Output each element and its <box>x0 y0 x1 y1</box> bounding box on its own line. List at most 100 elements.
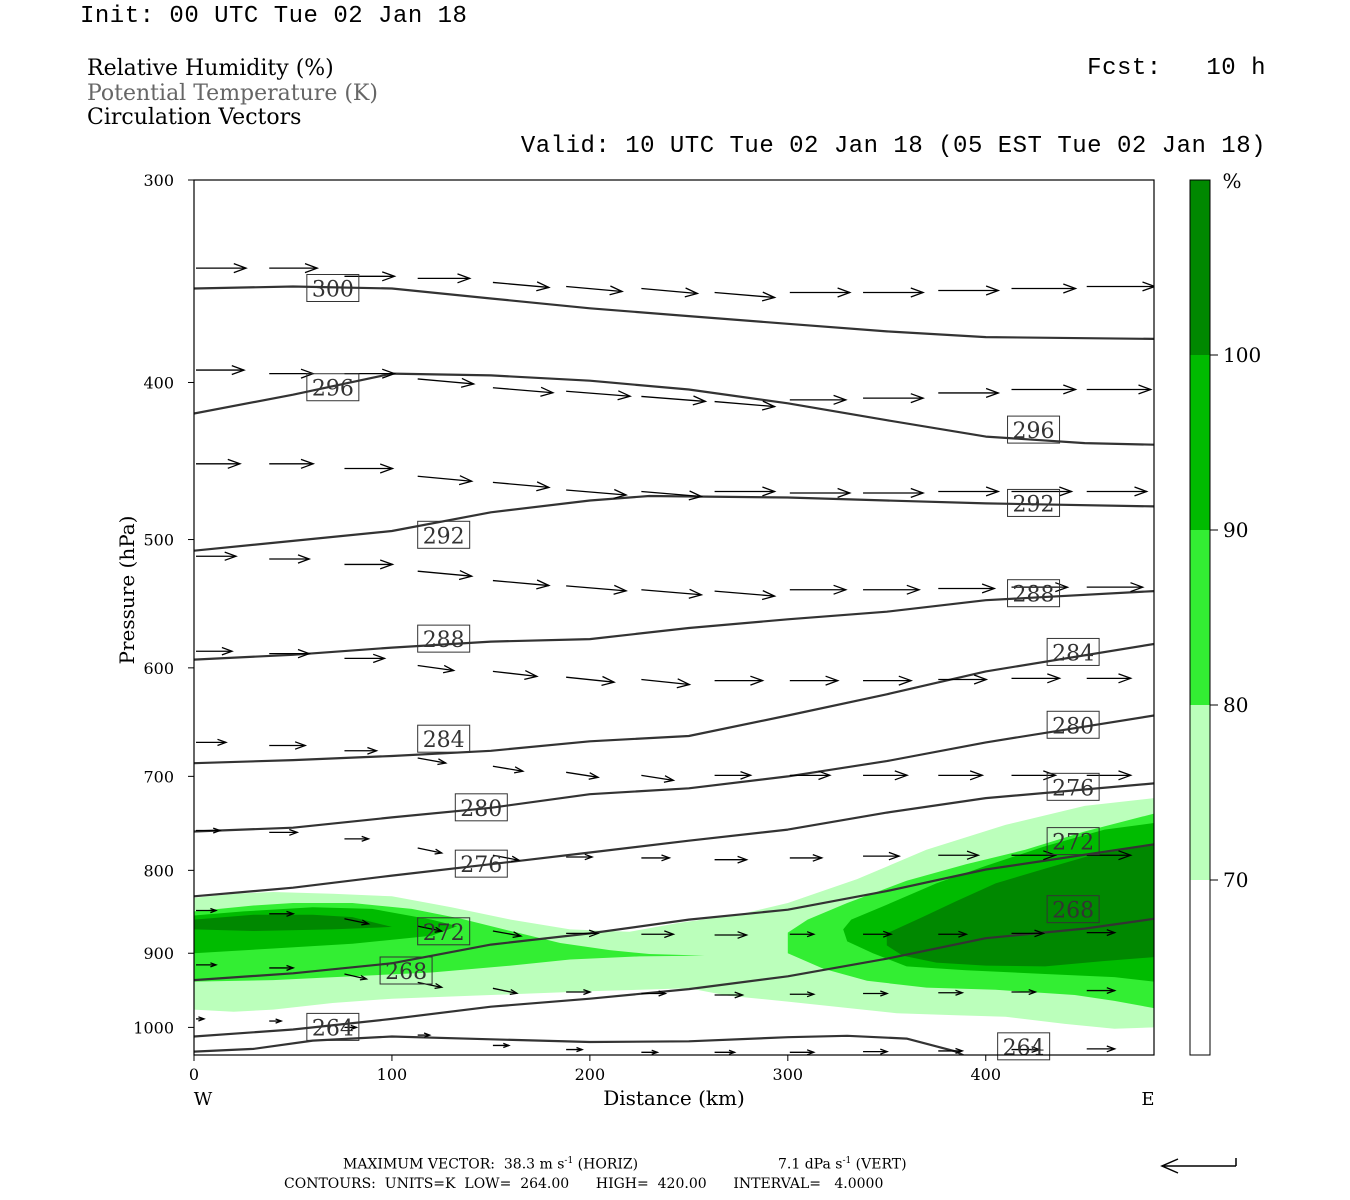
wind-vector <box>492 987 519 996</box>
colorbar-level-label: 90 <box>1223 518 1248 542</box>
wind-vector <box>1086 486 1149 497</box>
wind-vector <box>417 377 476 388</box>
theta-label-276: 276 <box>454 849 508 878</box>
svg-text:264: 264 <box>1003 1036 1045 1061</box>
wind-vector <box>641 678 692 689</box>
wind-vector <box>1086 582 1145 593</box>
valid-time: Valid: 10 UTC Tue 02 Jan 18 (05 EST Tue … <box>520 133 1266 160</box>
wind-vector <box>938 770 985 781</box>
y-tick-label: 800 <box>143 861 174 880</box>
wind-vector <box>344 973 369 981</box>
wind-vector <box>344 1024 359 1031</box>
wind-vector <box>417 981 444 990</box>
wind-vector <box>1011 486 1074 497</box>
theta-label-292: 292 <box>417 520 471 549</box>
wind-vector <box>1011 929 1046 938</box>
theta-label-292: 292 <box>1007 488 1061 517</box>
colorbar-unit: % <box>1222 169 1241 193</box>
wind-vector <box>492 481 551 492</box>
legend-rh: Relative Humidity (%) <box>87 56 334 81</box>
wind-vector <box>566 584 628 595</box>
wind-vector <box>1011 1046 1042 1054</box>
y-tick-label: 700 <box>143 767 174 786</box>
theta-label-284: 284 <box>417 724 471 753</box>
colorbar-band <box>1190 180 1210 355</box>
wind-vector <box>566 285 624 296</box>
wind-vector <box>492 579 551 590</box>
wind-vector <box>1011 988 1038 996</box>
x-tick-label: 300 <box>773 1065 804 1084</box>
colorbar-frame <box>1189 179 1211 1056</box>
svg-text:276: 276 <box>460 853 502 878</box>
theta-label-280: 280 <box>454 793 508 822</box>
forecast-hour: Fcst: 10 h <box>1087 55 1266 82</box>
colorbar-band <box>1190 880 1210 1055</box>
wind-vector <box>566 771 600 780</box>
axes-layer: Pressure (hPa) Distance (km) W E 300 400 5… <box>115 171 1155 1110</box>
y-tick-label: 300 <box>143 171 174 190</box>
wind-vector <box>789 487 852 499</box>
wind-vector <box>566 390 632 401</box>
wind-vector <box>1086 384 1153 395</box>
theta-line-288 <box>194 590 1154 661</box>
wind-vector <box>492 854 521 863</box>
wind-vector <box>492 765 525 774</box>
wind-vector <box>344 271 397 282</box>
wind-vector <box>196 738 228 747</box>
wind-vector <box>492 386 555 397</box>
wind-vector <box>1086 770 1133 781</box>
wind-vector <box>714 675 765 686</box>
colorbar: % 100 90 80 70 <box>1189 169 1261 1056</box>
wind-vector <box>196 551 238 561</box>
wind-vector <box>1086 281 1154 292</box>
wind-vector <box>938 486 1001 497</box>
rh-region-100-6 <box>886 845 1154 967</box>
theta-label-280: 280 <box>1046 710 1100 739</box>
theta-line-272 <box>194 843 1154 982</box>
theta-label-300: 300 <box>306 273 360 302</box>
wind-vector <box>1086 1045 1117 1053</box>
svg-text:300: 300 <box>312 277 354 302</box>
wind-vector <box>863 1048 889 1055</box>
wind-vector <box>641 588 704 599</box>
wind-vector <box>789 770 832 781</box>
wind-vector <box>566 488 628 500</box>
wind-vector <box>417 475 474 486</box>
wind-vector <box>269 648 312 659</box>
y-axis-label: Pressure (hPa) <box>115 516 139 665</box>
svg-text:268: 268 <box>1052 899 1094 924</box>
wind-vector <box>863 287 925 298</box>
wind-vector <box>938 387 1001 399</box>
wind-vector <box>269 964 296 972</box>
theta-line-300 <box>194 285 1154 340</box>
svg-text:296: 296 <box>312 377 354 402</box>
wind-vector <box>492 670 539 681</box>
wind-vector <box>863 393 926 404</box>
contour-label-layer: 300 296 296 292 292 288 288 284 284 280 280 276 276 2… <box>306 273 1100 1061</box>
svg-text:292: 292 <box>1013 492 1055 517</box>
theta-line-264 <box>194 1034 966 1055</box>
wind-vector <box>1011 673 1062 684</box>
theta-label-264: 264 <box>997 1032 1051 1061</box>
wind-vector <box>863 584 922 595</box>
x-tick-label: 0 <box>189 1065 199 1084</box>
wind-vector <box>344 746 379 755</box>
wind-vector <box>196 646 234 656</box>
wind-vector <box>269 458 316 469</box>
wind-vector <box>789 853 824 862</box>
svg-text:272: 272 <box>1052 831 1094 856</box>
wind-vector <box>1011 283 1078 294</box>
wind-vector <box>641 490 704 501</box>
wind-vector <box>863 770 910 781</box>
legend-vectors: Circulation Vectors <box>87 105 302 130</box>
y-tick-label: 400 <box>143 373 174 392</box>
theta-line-284 <box>194 642 1154 765</box>
colorbar-band <box>1190 530 1210 705</box>
wind-vector <box>566 675 616 687</box>
x-tick-label: 200 <box>575 1065 606 1084</box>
wind-vector <box>789 675 840 686</box>
wind-vector <box>196 1016 206 1022</box>
wind-vector <box>1011 384 1078 395</box>
wind-vector <box>492 930 523 939</box>
wind-vector <box>344 559 395 570</box>
